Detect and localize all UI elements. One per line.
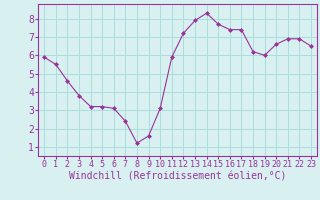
X-axis label: Windchill (Refroidissement éolien,°C): Windchill (Refroidissement éolien,°C) bbox=[69, 172, 286, 182]
